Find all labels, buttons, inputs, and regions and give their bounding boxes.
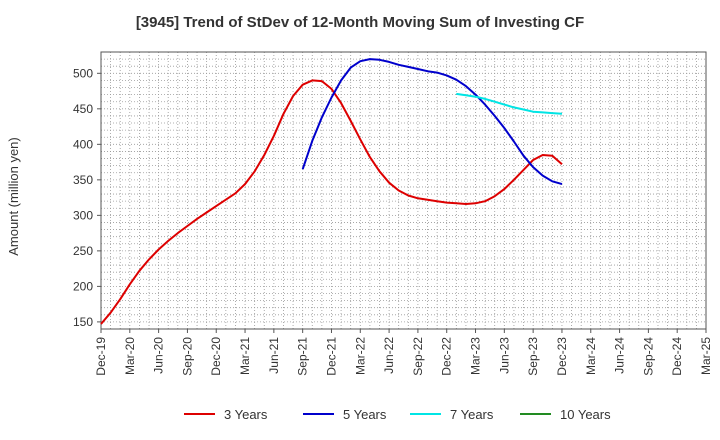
y-axis-title: Amount (million yen) [6, 137, 21, 256]
y-tick-label: 150 [73, 315, 93, 329]
legend-label: 5 Years [343, 407, 387, 422]
x-tick-label: Sep-22 [411, 337, 425, 376]
series-line-3-years [100, 79, 563, 325]
x-tick-label: Mar-23 [469, 337, 483, 375]
x-tick-label: Mar-22 [353, 337, 367, 375]
x-tick-label: Jun-20 [152, 337, 166, 374]
legend-label: 3 Years [224, 407, 268, 422]
y-tick-label: 350 [73, 173, 93, 187]
x-tick-label: Sep-23 [526, 337, 540, 376]
y-tick-label: 200 [73, 279, 93, 293]
x-tick-label: Sep-21 [296, 337, 310, 376]
x-tick-label: Mar-24 [584, 337, 598, 375]
x-tick-label: Jun-24 [613, 337, 627, 374]
x-tick-label: Dec-22 [440, 337, 454, 376]
y-tick-label: 450 [73, 102, 93, 116]
series-line-5-years [301, 58, 563, 186]
x-tick-label: Mar-25 [699, 337, 713, 375]
x-tick-label: Dec-19 [94, 337, 108, 376]
y-tick-label: 250 [73, 244, 93, 258]
y-tick-label: 500 [73, 66, 93, 80]
x-tick-label: Jun-21 [267, 337, 281, 374]
series-lines [100, 58, 563, 325]
x-tick-label: Mar-20 [123, 337, 137, 375]
x-tick-label: Sep-24 [641, 337, 655, 376]
x-tick-label: Jun-23 [497, 337, 511, 374]
chart-title: [3945] Trend of StDev of 12-Month Moving… [135, 14, 585, 31]
legend: 3 Years 5 Years 7 Years 10 Years [184, 407, 611, 422]
x-tick-label: Sep-20 [180, 337, 194, 376]
y-tick-label: 300 [73, 208, 93, 222]
series-line-7-years [456, 92, 563, 115]
axis-ticks: 150 200 250 300 350 400 450 500 Dec-19 Mar-20 Jun-… [73, 66, 713, 375]
x-tick-label: Dec-21 [324, 337, 338, 376]
grid-lines [100, 51, 707, 330]
x-tick-label: Jun-22 [382, 337, 396, 374]
legend-label: 7 Years [450, 407, 494, 422]
x-tick-label: Dec-23 [555, 337, 569, 376]
x-tick-label: Mar-21 [238, 337, 252, 375]
y-tick-label: 400 [73, 137, 93, 151]
legend-label: 10 Years [560, 407, 611, 422]
plot-area-border [100, 51, 707, 330]
x-tick-label: Dec-24 [670, 337, 684, 376]
x-tick-label: Dec-20 [209, 337, 223, 376]
